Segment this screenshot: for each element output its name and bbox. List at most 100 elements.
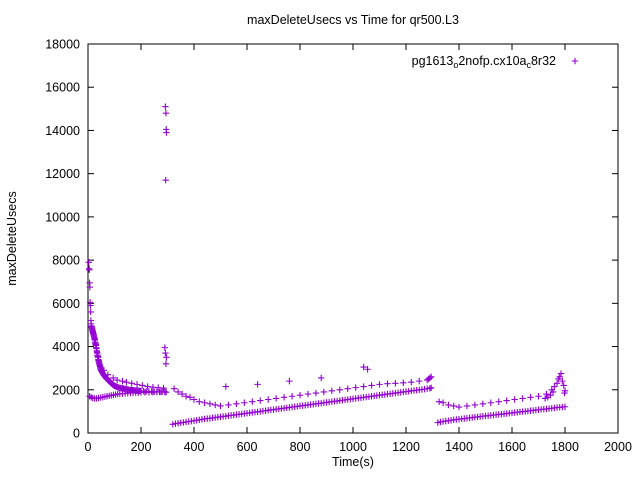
data-point (163, 354, 170, 361)
data-point (162, 360, 170, 368)
data-point (312, 389, 320, 397)
data-point (320, 388, 328, 396)
data-point (535, 393, 542, 400)
legend-marker (571, 57, 579, 65)
plot-border (87, 43, 619, 434)
data-point (425, 375, 432, 383)
legend-label: pg1613o2nofp.cx10ac8r32 (412, 54, 556, 70)
data-point (162, 109, 170, 117)
data-point (392, 380, 399, 387)
data-point (225, 401, 232, 409)
data-point (560, 382, 567, 389)
data-point (104, 371, 112, 378)
data-point (217, 402, 224, 410)
data-point (212, 401, 219, 409)
data-point (182, 393, 190, 400)
data-point (85, 259, 92, 266)
data-point (445, 401, 452, 409)
data-point (265, 396, 272, 403)
data-point (360, 363, 367, 371)
data-point (272, 395, 280, 402)
data-point (471, 401, 479, 409)
data-point (304, 390, 312, 398)
data-point (139, 382, 146, 389)
data-point (163, 129, 170, 136)
x-tick-label: 1000 (339, 440, 367, 454)
y-tick-label: 12000 (45, 167, 80, 181)
data-point (196, 398, 203, 405)
x-tick-label: 800 (290, 440, 311, 454)
data-point (233, 400, 240, 408)
x-tick-label: 1200 (392, 440, 420, 454)
data-point (408, 379, 415, 386)
data-point (364, 366, 371, 373)
y-tick-label: 6000 (52, 297, 80, 311)
data-point (186, 394, 194, 401)
data-point (249, 398, 256, 405)
data-point (296, 391, 304, 399)
legend: pg1613o2nofp.cx10ac8r32 (412, 54, 579, 70)
data-point (161, 344, 169, 351)
data-point (368, 382, 375, 389)
data-point (257, 397, 264, 404)
data-point (503, 397, 510, 404)
data-point (162, 103, 169, 110)
y-axis-label: maxDeleteUsecs (5, 191, 19, 285)
x-tick-label: 1400 (445, 440, 473, 454)
data-point (201, 399, 208, 406)
data-point (86, 266, 93, 274)
data-point (384, 380, 391, 387)
x-tick-label: 400 (184, 440, 205, 454)
data-point (519, 395, 526, 402)
data-point (352, 384, 359, 391)
data-point (543, 390, 550, 398)
data-point (495, 398, 502, 405)
data-point (479, 400, 487, 408)
y-tick-label: 18000 (45, 38, 80, 52)
data-point (162, 176, 169, 184)
data-point (318, 374, 325, 382)
data-point (556, 373, 563, 381)
data-point (439, 399, 447, 406)
y-tick-label: 8000 (52, 254, 80, 268)
x-tick-label: 1600 (498, 440, 526, 454)
data-point (286, 377, 293, 385)
data-point (288, 393, 296, 400)
data-point (511, 396, 518, 403)
data-point (241, 399, 248, 406)
data-point (551, 383, 558, 390)
data-point (487, 399, 494, 406)
y-tick-label: 0 (73, 427, 80, 441)
data-point (549, 388, 557, 396)
y-tick-label: 14000 (45, 124, 80, 138)
y-tick-label: 2000 (52, 383, 80, 397)
data-point (178, 390, 186, 398)
data-point (174, 388, 182, 396)
data-point (190, 396, 198, 403)
data-point (206, 400, 214, 408)
data-point (222, 383, 229, 390)
data-point (162, 349, 169, 357)
page-title: maxDeleteUsecs vs Time for qr500.L3 (247, 13, 459, 27)
data-point (541, 395, 549, 402)
data-point (86, 283, 94, 291)
data-point (553, 380, 561, 387)
data-point (336, 386, 343, 393)
y-tick-label: 4000 (52, 340, 80, 354)
data-point (100, 367, 108, 374)
data-point (559, 377, 566, 385)
data-series (85, 103, 569, 428)
data-point (561, 389, 568, 397)
data-point (426, 374, 434, 382)
data-point (344, 385, 351, 392)
data-point (427, 384, 435, 392)
data-point (376, 381, 383, 388)
data-point (561, 403, 569, 410)
data-point (133, 381, 141, 388)
data-point (170, 385, 178, 392)
data-point (87, 308, 94, 316)
data-point (463, 402, 471, 410)
data-point (360, 383, 367, 390)
x-tick-label: 1800 (551, 440, 579, 454)
